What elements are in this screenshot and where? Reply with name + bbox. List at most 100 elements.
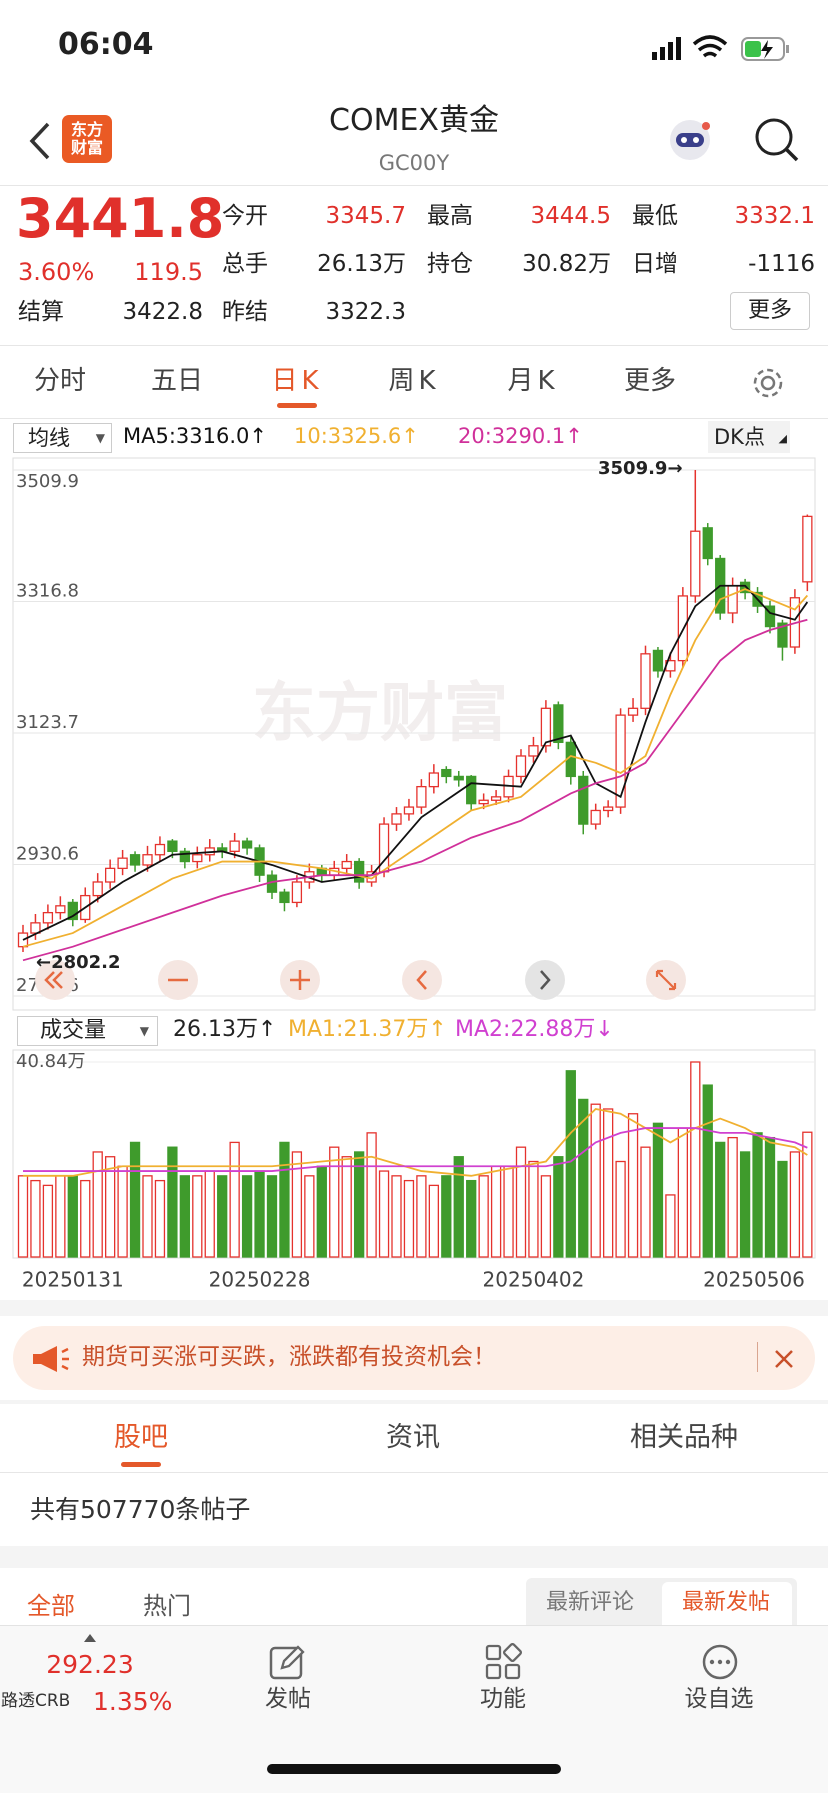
y-tick-label: 3123.7 — [16, 712, 79, 733]
volume-bar — [603, 1108, 614, 1258]
filter[interactable]: 热门 — [143, 1592, 191, 1620]
candle-body — [528, 745, 539, 757]
assistant-icon[interactable] — [664, 116, 716, 166]
search-button[interactable] — [752, 116, 802, 166]
volume-bar — [466, 1179, 477, 1258]
candle-body — [167, 840, 178, 852]
section-tab[interactable]: 相关品种 — [630, 1422, 738, 1453]
volume-bar — [179, 1175, 191, 1258]
nav-item[interactable]: 功能 — [480, 1686, 526, 1712]
index-change: 1.35% — [93, 1687, 173, 1716]
max-annotation: 3509.9→ — [598, 458, 683, 479]
dk-label: DK点 — [714, 425, 765, 449]
divider — [0, 1472, 828, 1473]
last-price: 3441.8 — [16, 187, 225, 250]
volume-bar — [528, 1160, 539, 1258]
sort-option[interactable]: 最新发帖 — [682, 1590, 771, 1615]
volume-bar — [403, 1179, 415, 1258]
back-button[interactable] — [26, 120, 54, 162]
dk-button[interactable]: DK点 ◢ — [708, 421, 790, 453]
change-pct: 3.60% — [18, 258, 95, 286]
y-tick-label: 3316.8 — [16, 581, 79, 602]
select-label: 均线 — [28, 426, 70, 450]
candle-body — [229, 840, 240, 852]
close-button[interactable] — [773, 1348, 795, 1370]
min-annotation: ←2802.2 — [36, 952, 121, 973]
status-time: 06:04 — [58, 27, 154, 62]
value: 30.82万 — [522, 251, 611, 277]
volume-bar — [30, 1179, 41, 1258]
candle-body — [92, 881, 103, 897]
tab-underline — [277, 403, 317, 408]
y-tick-label: 3509.9 — [16, 471, 79, 492]
separator — [0, 1300, 828, 1316]
tab[interactable]: 日K — [271, 366, 323, 396]
index-name: 路透CRB — [1, 1691, 71, 1711]
candle-body — [341, 860, 352, 870]
sort-option[interactable]: 最新评论 — [546, 1590, 635, 1615]
candle-body — [154, 843, 166, 856]
ma-line — [22, 584, 809, 941]
value: 26.13万 — [317, 251, 406, 277]
volume-bar — [279, 1141, 290, 1258]
volume-bar — [67, 1175, 78, 1258]
legend-entry: 20:3290.1↑ — [458, 424, 583, 448]
candle-body — [105, 867, 116, 883]
volume-bar — [42, 1184, 54, 1258]
logo[interactable]: 东方 财富 — [62, 115, 112, 163]
volume-bar — [254, 1170, 265, 1258]
control-icon — [655, 969, 677, 991]
filter[interactable]: 全部 — [27, 1592, 75, 1620]
volume-bar — [690, 1061, 701, 1258]
x-tick-label: 20250506 — [703, 1268, 805, 1292]
tab[interactable]: 月K — [507, 366, 559, 396]
volume-bar — [490, 1165, 502, 1258]
nav-item[interactable]: 设自选 — [684, 1686, 754, 1712]
control-icon — [416, 970, 427, 990]
value: 3332.1 — [734, 203, 815, 229]
label: 昨结 — [222, 299, 268, 325]
tab[interactable]: 周K — [388, 366, 440, 396]
separator — [0, 1400, 828, 1404]
volume-bar — [129, 1141, 141, 1258]
control-icon — [44, 971, 63, 989]
volume-bar — [229, 1141, 240, 1258]
volume-bar — [266, 1175, 278, 1258]
divider — [0, 345, 828, 346]
divider — [0, 418, 828, 419]
tab[interactable]: 分时 — [33, 366, 86, 396]
volume-bar — [167, 1146, 178, 1258]
control[interactable] — [402, 960, 442, 1000]
candle-body — [690, 530, 701, 597]
change: 119.5 — [134, 258, 203, 286]
section-tab[interactable]: 股吧 — [114, 1422, 168, 1453]
tab[interactable]: 五日 — [150, 366, 203, 396]
value: 3444.5 — [530, 203, 611, 229]
more-button[interactable]: 更多 — [730, 292, 810, 330]
candle-body — [615, 714, 626, 808]
y-tick-label: 40.84万 — [16, 1051, 86, 1072]
banner-text: 期货可买涨可买跌，涨跌都有投资机会！ — [82, 1344, 496, 1370]
candle-body — [590, 809, 601, 825]
label: 总手 — [222, 251, 268, 277]
caret — [84, 1634, 96, 1642]
candle-body — [739, 581, 751, 594]
indicator-select[interactable]: 均线 ▼ — [13, 423, 112, 453]
value: -1116 — [748, 251, 815, 277]
tab[interactable]: 更多 — [623, 366, 676, 396]
nav-item[interactable]: 发帖 — [265, 1686, 311, 1712]
settings-button[interactable] — [748, 363, 788, 403]
watermark: 东方财富 — [252, 677, 508, 751]
volume-bar — [17, 1175, 29, 1258]
section-tab[interactable]: 资讯 — [386, 1422, 440, 1453]
banner[interactable]: 期货可买涨可买跌，涨跌都有投资机会！ — [13, 1326, 815, 1390]
home-indicator — [267, 1764, 561, 1774]
title: COMEX黄金 — [329, 103, 499, 138]
volume-select[interactable]: 成交量 ▼ — [17, 1016, 158, 1046]
volume-bar — [341, 1156, 352, 1258]
volume-bar — [789, 1151, 801, 1258]
label: 最高 — [427, 203, 473, 229]
select-label: 成交量 — [40, 1018, 107, 1043]
post-count: 共有507770条帖子 — [30, 1495, 251, 1524]
control[interactable] — [525, 960, 565, 1000]
